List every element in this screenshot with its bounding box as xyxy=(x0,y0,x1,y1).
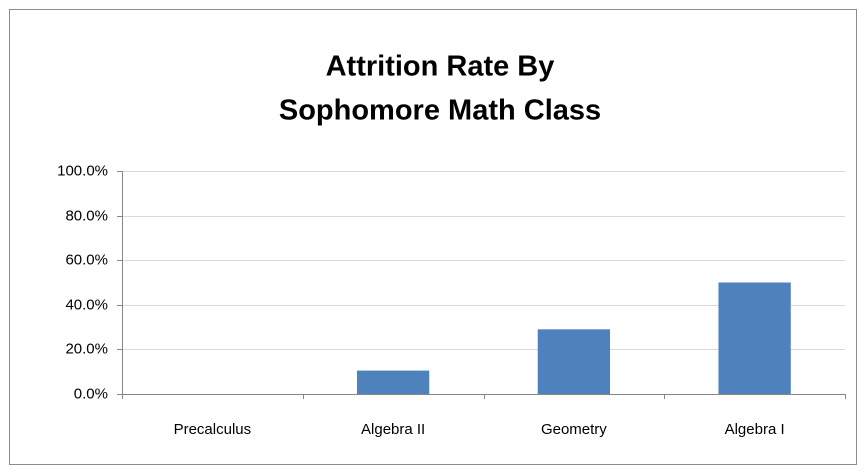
x-tick-label: Precalculus xyxy=(174,421,252,438)
y-tick-label: 40.0% xyxy=(65,296,108,313)
y-tick-label: 80.0% xyxy=(65,207,108,224)
chart-title: Attrition Rate By xyxy=(326,51,555,83)
y-tick-label: 20.0% xyxy=(65,340,108,357)
y-tick-label: 100.0% xyxy=(57,162,108,179)
x-tick-label: Algebra II xyxy=(361,421,425,438)
chart-title: Sophomore Math Class xyxy=(279,95,601,127)
bar xyxy=(537,329,611,394)
x-tick-label: Geometry xyxy=(541,421,607,438)
chart-border xyxy=(9,9,857,465)
bar xyxy=(356,370,430,394)
y-tick-label: 60.0% xyxy=(65,251,108,268)
y-tick-label: 0.0% xyxy=(74,385,108,402)
x-tick-label: Algebra I xyxy=(725,421,785,438)
bar xyxy=(718,282,791,394)
